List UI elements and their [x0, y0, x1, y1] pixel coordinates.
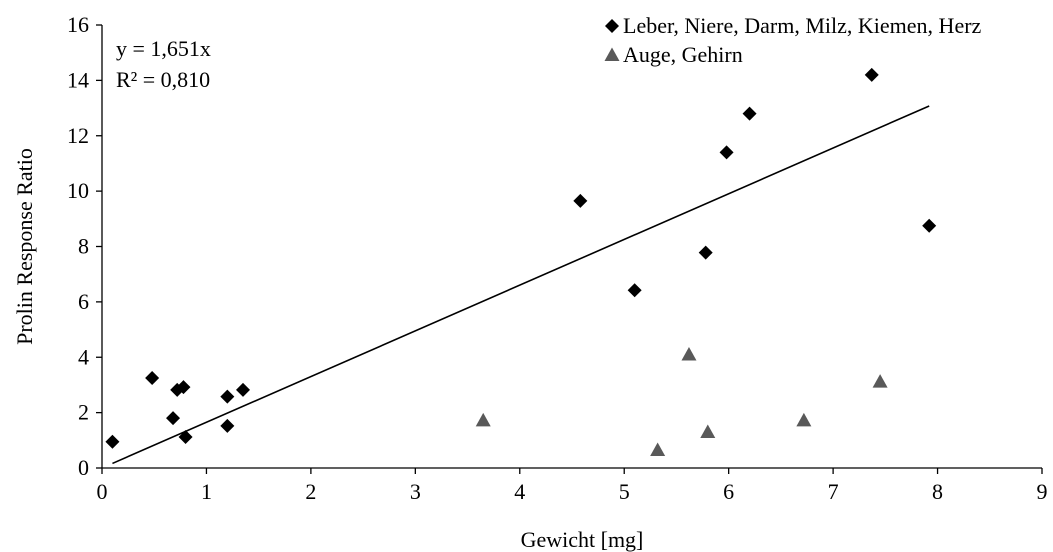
- y-tick-label: 10: [67, 178, 89, 203]
- legend-label-organs: Leber, Niere, Darm, Milz, Kiemen, Herz: [623, 13, 982, 38]
- data-point-diamond: [105, 434, 120, 449]
- data-point-diamond: [719, 145, 734, 160]
- y-tick-label: 6: [78, 289, 89, 314]
- x-axis-title: Gewicht [mg]: [521, 527, 644, 552]
- data-points: [105, 67, 937, 457]
- x-tick-label: 4: [514, 479, 525, 504]
- legend: Leber, Niere, Darm, Milz, Kiemen, Herz A…: [604, 13, 982, 67]
- data-point-diamond: [627, 283, 642, 298]
- data-point-triangle: [650, 442, 666, 457]
- y-tick-label: 4: [78, 344, 89, 369]
- legend-marker-triangle: [604, 47, 620, 61]
- data-point-diamond: [176, 380, 191, 395]
- data-point-diamond: [166, 411, 181, 426]
- data-point-diamond: [178, 429, 193, 444]
- data-point-triangle: [796, 412, 812, 427]
- y-tick-label: 0: [78, 455, 89, 480]
- x-tick-label: 8: [932, 479, 943, 504]
- x-tick-label: 7: [828, 479, 839, 504]
- data-point-triangle: [681, 346, 697, 361]
- data-point-diamond: [220, 418, 235, 433]
- data-point-triangle: [700, 424, 716, 439]
- trendline: [112, 105, 930, 465]
- y-tick-label: 8: [78, 234, 89, 259]
- x-tick-label: 9: [1037, 479, 1048, 504]
- trendline-group: [112, 105, 930, 465]
- legend-label-eye-brain: Auge, Gehirn: [623, 42, 743, 67]
- data-point-diamond: [145, 371, 160, 386]
- x-tick-label: 1: [201, 479, 212, 504]
- data-point-diamond: [573, 193, 588, 208]
- y-tick-label: 14: [67, 67, 89, 92]
- data-point-triangle: [872, 374, 888, 388]
- y-axis-title: Prolin Response Ratio: [12, 148, 37, 345]
- y-tick-label: 12: [67, 123, 89, 148]
- x-tick-label: 3: [410, 479, 421, 504]
- data-point-diamond: [864, 67, 879, 82]
- x-tick-label: 2: [305, 479, 316, 504]
- x-tick-label: 0: [97, 479, 108, 504]
- data-point-diamond: [236, 382, 250, 397]
- data-point-diamond: [698, 245, 713, 260]
- x-tick-label: 5: [619, 479, 630, 504]
- y-tick-label: 2: [78, 400, 89, 425]
- data-point-diamond: [220, 389, 235, 404]
- legend-triangle-shape: [604, 47, 620, 61]
- trendline-equation: y = 1,651x: [116, 36, 211, 61]
- trendline-r-squared: R² = 0,810: [116, 67, 210, 92]
- legend-diamond-shape: [605, 19, 619, 33]
- data-point-diamond: [922, 218, 937, 233]
- data-point-diamond: [742, 106, 757, 121]
- x-tick-label: 6: [723, 479, 734, 504]
- y-tick-label: 16: [67, 12, 89, 37]
- legend-marker-diamond: [605, 19, 619, 33]
- data-point-triangle: [475, 412, 491, 427]
